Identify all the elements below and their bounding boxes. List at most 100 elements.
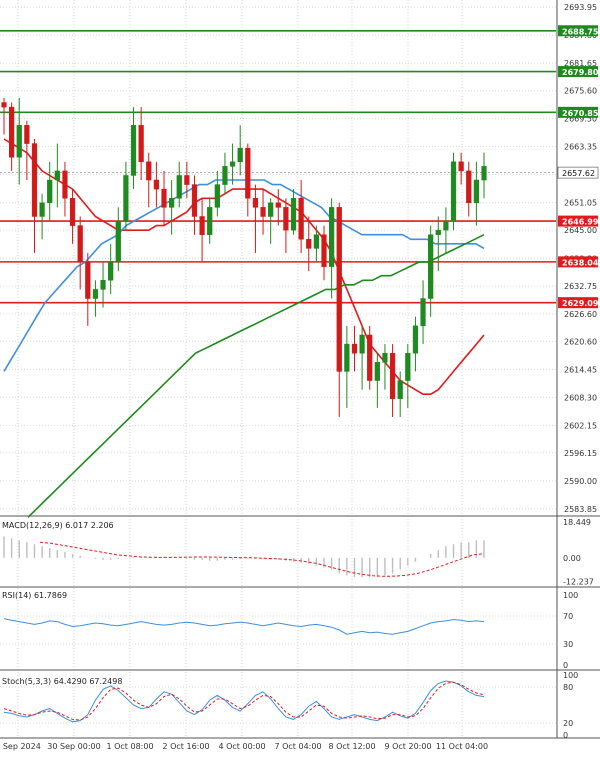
candle-down [283, 207, 289, 231]
candle-up [329, 207, 335, 267]
resistance-price-tag [558, 106, 598, 118]
rsi-tick-label: 70 [563, 612, 573, 621]
price-tick-label: 2602.15 [564, 421, 597, 430]
current-price-label: 2657.62 [562, 169, 595, 178]
candle-down [191, 184, 198, 217]
candle-down [336, 207, 342, 372]
macd-signal-line [39, 541, 485, 577]
candle-up [100, 280, 106, 290]
support-price-tag [558, 297, 598, 309]
candle-down [367, 334, 373, 381]
candle-down [184, 175, 190, 185]
candle-up [313, 234, 319, 249]
candle-up [420, 298, 426, 327]
time-tick-label: 11 Oct 04:00 [436, 742, 488, 751]
price-tick-label: 2590.00 [564, 477, 597, 486]
candle-down [245, 147, 251, 199]
time-tick-label: 9 Oct 20:00 [384, 742, 431, 751]
price-tick-label: 2632.75 [564, 282, 597, 291]
candle-down [85, 261, 91, 299]
time-tick-label: 1 Oct 08:00 [106, 742, 153, 751]
candle-down [146, 161, 152, 181]
resistance-price-tag [558, 25, 598, 37]
stoch-label: Stoch(5,3,3) 64.4290 67.2498 [2, 677, 122, 686]
price-tick-label: 2675.60 [564, 87, 597, 96]
candle-up [92, 289, 99, 299]
ma-fast-line [3, 138, 485, 396]
rsi-tick-label: 30 [563, 640, 573, 649]
price-tick-label: 2681.65 [564, 59, 597, 68]
candle-down [31, 143, 38, 217]
stoch-tick-label: 100 [563, 671, 578, 680]
price-tick-label: 2596.15 [564, 449, 597, 458]
support-price-tag [558, 256, 598, 268]
candle-up [108, 261, 114, 281]
candle-down [466, 170, 472, 204]
time-tick-label: 4 Oct 00:00 [218, 742, 265, 751]
candle-down [138, 125, 144, 163]
candle-up [123, 175, 129, 222]
candle-up [130, 125, 137, 176]
candle-up [176, 175, 182, 199]
price-tick-label: 2608.30 [564, 393, 597, 402]
candle-up [229, 161, 236, 167]
price-tick-label: 2626.60 [564, 310, 597, 319]
candle-down [252, 198, 259, 208]
rsi-tick-label: 100 [563, 591, 578, 600]
candle-down [62, 170, 68, 199]
candle-up [443, 220, 449, 231]
resistance-price-label: 2679.80 [562, 68, 599, 77]
candle-up [382, 352, 388, 363]
candle-down [260, 207, 266, 217]
price-tick-label: 2651.05 [564, 199, 597, 208]
time-tick-label: 30 Sep 00:00 [47, 742, 100, 751]
price-tick-label: 2663.35 [564, 143, 597, 152]
candle-up [435, 229, 441, 235]
time-tick-label: 7 Oct 04:00 [274, 742, 321, 751]
candle-down [69, 198, 76, 226]
candle-down [153, 179, 159, 190]
resistance-price-tag [558, 66, 598, 78]
candle-up [374, 362, 380, 381]
candle-down [306, 239, 312, 249]
macd-tick-label: 0.00 [563, 554, 581, 563]
resistance-price-label: 2670.85 [562, 109, 599, 118]
candle-down [298, 198, 304, 240]
candle-down [275, 202, 281, 208]
candle-up [16, 125, 22, 158]
candle-up [450, 161, 457, 222]
candle-up [397, 380, 403, 400]
candle-up [359, 334, 365, 354]
price-tick-label: 2693.95 [564, 3, 597, 12]
candle-up [54, 170, 60, 181]
macd-label: MACD(12,26,9) 6.017 2.206 [2, 521, 114, 530]
candle-up [268, 202, 274, 217]
time-tick-label: 8 Oct 12:00 [328, 742, 375, 751]
rsi-tick-label: 0 [563, 661, 568, 670]
candle-down [458, 161, 464, 172]
time-tick-label: 2 Oct 16:00 [162, 742, 209, 751]
macd-tick-label: 18.449 [563, 518, 591, 527]
candle-up [115, 220, 121, 263]
candle-up [344, 343, 350, 372]
ma-slow-line [27, 233, 485, 518]
macd-tick-label: -12.237 [563, 578, 594, 587]
candle-up [473, 179, 479, 204]
candle-down [161, 188, 167, 208]
candle-up [169, 198, 175, 208]
candle-up [39, 202, 45, 217]
rsi-label: RSI(14) 61.7869 [2, 591, 67, 600]
price-tick-label: 2620.60 [564, 337, 597, 346]
candle-up [405, 352, 411, 381]
current-price-tag [557, 166, 599, 179]
candle-up [47, 179, 53, 204]
price-tick-label: 2669.50 [564, 114, 597, 123]
stoch-d-line [3, 681, 485, 721]
resistance-price-label: 2688.75 [562, 27, 599, 36]
support-price-label: 2646.99 [562, 218, 599, 227]
price-tick-label: 2614.45 [564, 365, 597, 374]
rsi-line [3, 618, 485, 635]
price-tick-label: 2645.00 [564, 226, 597, 235]
